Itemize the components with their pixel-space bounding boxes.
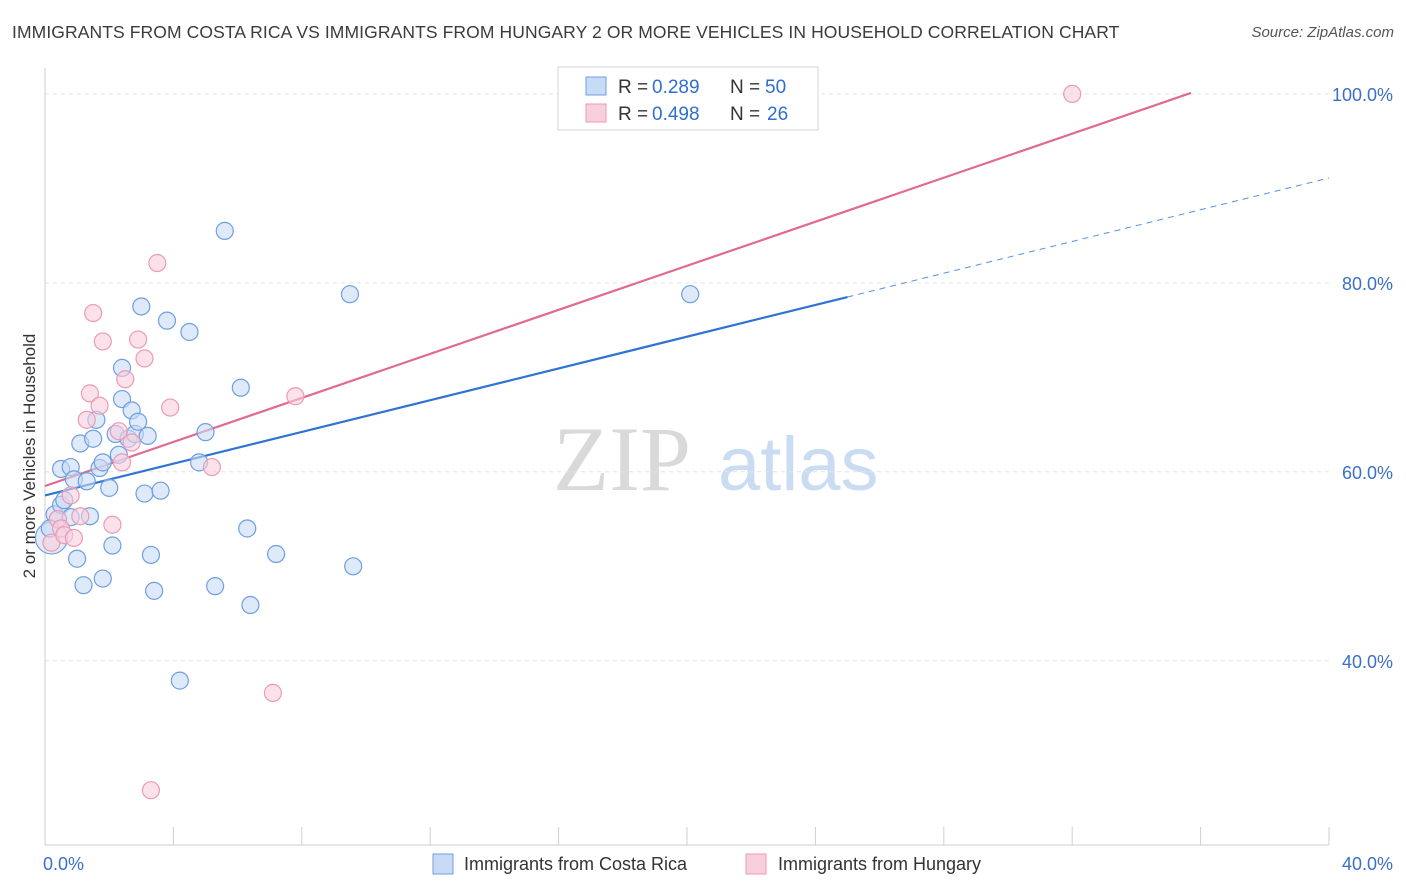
bottom-legend-label-costa-rica: Immigrants from Costa Rica — [464, 854, 688, 874]
point-hungary — [103, 515, 122, 534]
legend-r-value-hungary: 0.498 — [652, 104, 700, 125]
legend-r-value-costa-rica: 0.289 — [652, 77, 700, 98]
gridlines — [45, 93, 1329, 662]
point-costa-rica — [267, 544, 286, 564]
point-hungary — [77, 410, 96, 429]
point-hungary — [109, 422, 128, 441]
bottom-legend-swatch-costa-rica — [432, 853, 454, 875]
bottom-legend-label-hungary: Immigrants from Hungary — [778, 854, 981, 874]
y-tick-label-3: 100.0% — [1332, 85, 1393, 105]
trend-lines — [44, 91, 1330, 497]
point-costa-rica — [100, 478, 119, 497]
point-costa-rica — [344, 557, 363, 576]
chart-title: IMMIGRANTS FROM COSTA RICA VS IMMIGRANTS… — [12, 22, 1120, 42]
y-axis-label: 2 or more Vehicles in Household — [20, 334, 39, 579]
bottom-legend-swatch-hungary — [745, 853, 767, 875]
point-costa-rica — [93, 453, 112, 472]
point-hungary — [148, 253, 167, 273]
legend-n-value-hungary: 26 — [767, 104, 788, 125]
point-costa-rica — [241, 595, 260, 615]
point-costa-rica — [215, 221, 234, 240]
x-tick-label-0: 0.0% — [43, 854, 84, 874]
legend-swatch-hungary — [585, 103, 607, 123]
point-costa-rica — [141, 545, 161, 565]
point-hungary — [93, 332, 112, 351]
point-costa-rica — [74, 576, 93, 595]
point-costa-rica — [132, 297, 151, 316]
point-hungary — [64, 528, 83, 548]
point-costa-rica — [206, 577, 225, 596]
watermark-zip: ZIP — [553, 408, 691, 510]
point-costa-rica — [151, 481, 170, 500]
trend-extension-costa-rica — [847, 177, 1330, 298]
bottom-legend: Immigrants from Costa Rica Immigrants fr… — [432, 853, 981, 875]
point-hungary — [1063, 84, 1082, 103]
point-costa-rica — [196, 423, 215, 442]
point-costa-rica — [138, 426, 157, 446]
point-hungary — [112, 453, 132, 472]
legend-n-label-costa-rica: N = — [730, 77, 760, 98]
point-hungary — [84, 303, 103, 323]
source-label: Source: ZipAtlas.com — [1251, 24, 1394, 41]
point-costa-rica — [93, 569, 112, 588]
point-hungary — [135, 349, 154, 368]
y-tick-label-0: 40.0% — [1342, 652, 1393, 672]
point-costa-rica — [135, 484, 154, 503]
x-tick-label-1: 40.0% — [1342, 854, 1393, 874]
trend-line-costa-rica — [44, 295, 848, 497]
point-hungary — [161, 398, 180, 417]
y-tick-label-1: 60.0% — [1342, 463, 1393, 483]
point-hungary — [202, 457, 222, 477]
point-costa-rica — [340, 285, 360, 304]
legend-swatch-costa-rica — [585, 76, 607, 96]
point-costa-rica — [157, 311, 177, 330]
point-hungary — [263, 683, 283, 702]
point-hungary — [116, 370, 135, 389]
point-costa-rica — [170, 671, 189, 690]
point-hungary — [128, 330, 148, 349]
legend-r-label-costa-rica: R = — [618, 77, 648, 98]
point-costa-rica — [180, 322, 199, 342]
legend-n-label-hungary: N = — [730, 104, 760, 125]
point-costa-rica — [238, 519, 257, 538]
point-costa-rica — [103, 536, 122, 555]
point-hungary — [80, 384, 100, 403]
legend-n-value-costa-rica: 50 — [765, 77, 786, 98]
legend-r-label-hungary: R = — [618, 104, 648, 125]
point-costa-rica — [67, 549, 87, 568]
tick-labels: 40.0% 60.0% 80.0% 100.0% 0.0% 40.0% — [43, 85, 1393, 874]
legend-box: R = 0.289 N = 50 R = 0.498 N = 26 — [557, 66, 819, 131]
point-hungary — [71, 507, 90, 526]
watermark-atlas: atlas — [718, 422, 879, 507]
point-hungary — [286, 387, 305, 406]
point-costa-rica — [231, 378, 250, 397]
point-hungary — [90, 396, 109, 415]
point-hungary — [122, 433, 141, 452]
point-costa-rica — [681, 285, 700, 304]
y-tick-label-2: 80.0% — [1342, 274, 1393, 294]
point-costa-rica — [145, 581, 164, 600]
point-costa-rica — [77, 472, 96, 491]
point-hungary — [141, 781, 161, 800]
trend-line-hungary — [44, 91, 1192, 488]
point-hungary — [61, 486, 80, 505]
point-costa-rica — [128, 412, 148, 431]
data-points — [34, 84, 1082, 800]
axes — [44, 68, 1330, 846]
point-costa-rica — [84, 429, 103, 448]
